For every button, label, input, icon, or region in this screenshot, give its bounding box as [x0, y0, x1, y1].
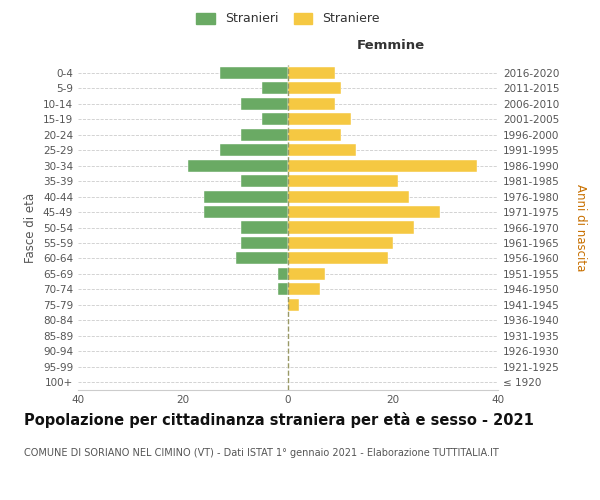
Bar — [288, 82, 341, 94]
Bar — [241, 98, 288, 110]
Y-axis label: Anni di nascita: Anni di nascita — [574, 184, 587, 271]
Bar — [277, 284, 288, 296]
Bar — [288, 128, 341, 140]
Bar — [288, 268, 325, 280]
Bar — [204, 190, 288, 202]
Bar — [235, 252, 288, 264]
Bar — [262, 82, 288, 94]
Bar — [288, 113, 351, 125]
Bar — [262, 113, 288, 125]
Text: COMUNE DI SORIANO NEL CIMINO (VT) - Dati ISTAT 1° gennaio 2021 - Elaborazione TU: COMUNE DI SORIANO NEL CIMINO (VT) - Dati… — [24, 448, 499, 458]
Bar — [288, 206, 440, 218]
Bar — [204, 206, 288, 218]
Bar — [241, 237, 288, 249]
Bar — [288, 190, 409, 202]
Y-axis label: Fasce di età: Fasce di età — [25, 192, 37, 262]
Bar — [288, 237, 393, 249]
Bar — [288, 299, 299, 311]
Bar — [288, 160, 477, 172]
Bar — [288, 144, 356, 156]
Text: Femmine: Femmine — [357, 39, 425, 52]
Bar — [220, 66, 288, 79]
Bar — [188, 160, 288, 172]
Bar — [241, 175, 288, 187]
Bar — [288, 175, 398, 187]
Bar — [288, 222, 414, 234]
Bar — [277, 268, 288, 280]
Text: Popolazione per cittadinanza straniera per età e sesso - 2021: Popolazione per cittadinanza straniera p… — [24, 412, 534, 428]
Bar — [288, 252, 388, 264]
Legend: Stranieri, Straniere: Stranieri, Straniere — [193, 8, 383, 29]
Bar — [241, 128, 288, 140]
Bar — [241, 222, 288, 234]
Bar — [288, 284, 320, 296]
Bar — [288, 66, 335, 79]
Bar — [220, 144, 288, 156]
Bar — [288, 98, 335, 110]
